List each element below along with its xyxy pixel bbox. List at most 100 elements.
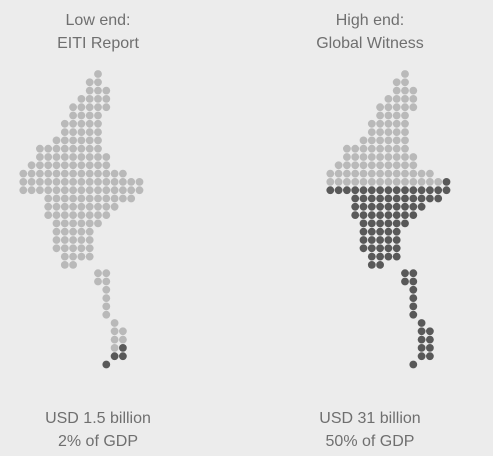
empty-dot (102, 186, 111, 195)
empty-dot (392, 119, 401, 128)
empty-dot (85, 194, 94, 203)
empty-dot (384, 136, 393, 145)
empty-dot (44, 186, 53, 195)
empty-dot (77, 186, 86, 195)
empty-dot (94, 95, 102, 103)
empty-dot (334, 169, 343, 178)
empty-dot (36, 153, 44, 161)
empty-dot (102, 269, 111, 278)
empty-dot (102, 95, 111, 103)
empty-dot (77, 161, 86, 170)
empty-dot (367, 169, 376, 178)
empty-dot (401, 136, 409, 145)
filled-dot (401, 219, 409, 228)
empty-dot (69, 211, 77, 220)
empty-dot (69, 128, 77, 137)
empty-dot (60, 202, 69, 211)
filled-dot (401, 202, 409, 211)
filled-dot (351, 194, 360, 203)
empty-dot (392, 111, 401, 120)
empty-dot (94, 161, 102, 170)
empty-dot (367, 128, 376, 137)
empty-dot (85, 153, 94, 161)
empty-dot (94, 153, 102, 161)
empty-dot (434, 178, 443, 186)
empty-dot (85, 111, 94, 120)
empty-dot (367, 153, 376, 161)
empty-dot (85, 128, 94, 137)
empty-dot (77, 111, 86, 120)
empty-dot (60, 119, 69, 128)
empty-dot (69, 161, 77, 170)
empty-dot (392, 153, 401, 161)
filled-dot (359, 227, 368, 236)
filled-dot (367, 219, 376, 228)
filled-dot (102, 360, 111, 369)
filled-dot (376, 252, 384, 261)
empty-dot (44, 178, 53, 186)
filled-dot (409, 186, 418, 195)
filled-dot (376, 261, 384, 269)
filled-dot (392, 236, 401, 244)
empty-dot (52, 211, 61, 220)
empty-dot (110, 178, 119, 186)
filled-dot (409, 294, 418, 302)
filled-dot (417, 327, 426, 336)
high-end-share-label: 50% of GDP (325, 433, 415, 450)
empty-dot (326, 169, 335, 178)
empty-dot (409, 86, 418, 95)
filled-dot (367, 186, 376, 195)
filled-dot (384, 186, 393, 195)
filled-dot (417, 352, 426, 361)
empty-dot (401, 144, 409, 153)
filled-dot (392, 186, 401, 195)
empty-dot (60, 252, 69, 261)
empty-dot (401, 119, 409, 128)
empty-dot (376, 111, 384, 120)
filled-dot (401, 211, 409, 220)
filled-dot (392, 194, 401, 203)
empty-dot (351, 161, 360, 170)
empty-dot (52, 136, 61, 145)
empty-dot (44, 153, 53, 161)
empty-dot (60, 236, 69, 244)
empty-dot (376, 136, 384, 145)
empty-dot (85, 78, 94, 87)
empty-dot (119, 194, 127, 203)
filled-dot (417, 319, 426, 327)
empty-dot (69, 227, 77, 236)
empty-dot (52, 244, 61, 253)
empty-dot (401, 86, 409, 95)
empty-dot (36, 186, 44, 195)
empty-dot (60, 153, 69, 161)
filled-dot (409, 277, 418, 286)
filled-dot (367, 227, 376, 236)
empty-dot (102, 194, 111, 203)
empty-dot (409, 169, 418, 178)
filled-dot (359, 219, 368, 228)
empty-dot (60, 136, 69, 145)
empty-dot (343, 153, 351, 161)
empty-dot (94, 86, 102, 95)
empty-dot (69, 252, 77, 261)
empty-dot (127, 186, 136, 195)
empty-dot (77, 236, 86, 244)
empty-dot (94, 219, 102, 228)
filled-dot (442, 186, 451, 195)
empty-dot (359, 169, 368, 178)
empty-dot (110, 202, 119, 211)
empty-dot (102, 211, 111, 220)
high-end-value-label: USD 31 billion (319, 410, 421, 427)
empty-dot (376, 119, 384, 128)
empty-dot (334, 161, 343, 170)
empty-dot (102, 285, 111, 294)
empty-dot (384, 128, 393, 137)
empty-dot (27, 161, 36, 170)
empty-dot (343, 161, 351, 170)
empty-dot (110, 344, 119, 352)
empty-dot (85, 136, 94, 145)
empty-dot (351, 153, 360, 161)
filled-dot (426, 327, 434, 336)
filled-dot (417, 344, 426, 352)
empty-dot (77, 194, 86, 203)
